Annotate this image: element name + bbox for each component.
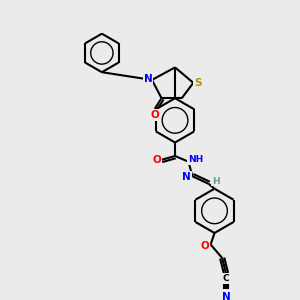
Text: S: S [194,78,202,88]
Text: NH: NH [188,155,203,164]
Text: O: O [200,242,209,251]
Text: N: N [222,292,230,300]
Text: N: N [182,172,191,182]
Text: H: H [212,176,219,185]
Text: O: O [150,110,159,120]
Text: N: N [144,74,152,84]
Text: O: O [152,155,161,165]
Text: C: C [223,274,230,283]
